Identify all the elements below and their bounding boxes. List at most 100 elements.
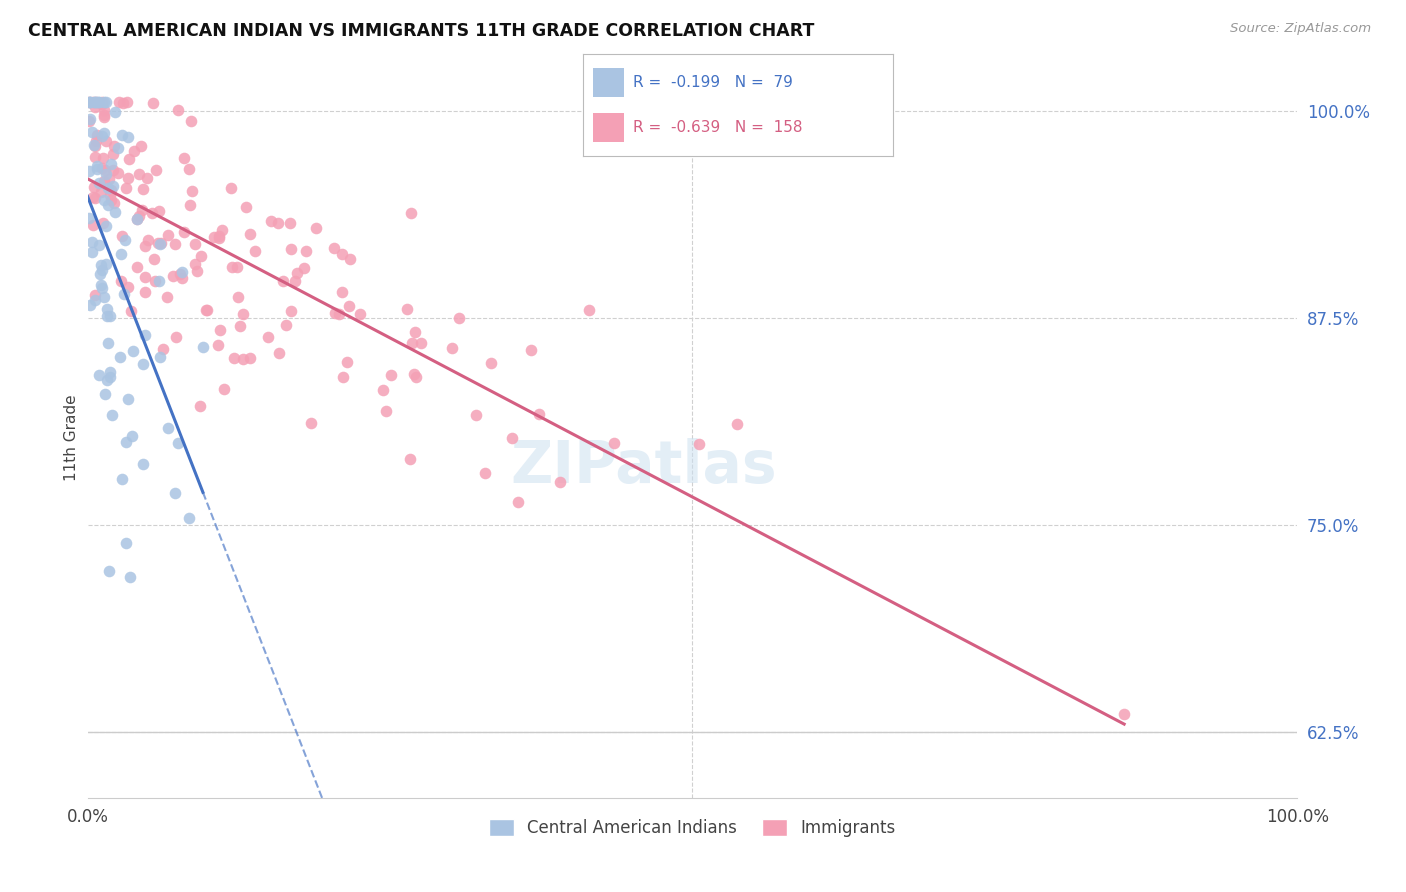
Point bbox=[101, 146, 124, 161]
Point bbox=[94, 134, 117, 148]
Point bbox=[111, 128, 134, 142]
Point bbox=[239, 227, 262, 242]
Point bbox=[90, 281, 112, 295]
Point bbox=[173, 225, 195, 239]
Point bbox=[603, 436, 626, 450]
Point bbox=[93, 290, 115, 304]
Point bbox=[94, 386, 117, 401]
Point bbox=[527, 407, 550, 421]
Point bbox=[79, 95, 101, 110]
Point bbox=[328, 307, 350, 321]
Point bbox=[402, 367, 425, 381]
Point bbox=[86, 159, 108, 173]
Point bbox=[115, 181, 138, 195]
Point bbox=[134, 328, 156, 343]
Text: R =  -0.199   N =  79: R = -0.199 N = 79 bbox=[633, 75, 793, 90]
Point bbox=[96, 373, 118, 387]
Point bbox=[125, 260, 148, 275]
Point bbox=[184, 257, 207, 271]
Point bbox=[688, 436, 710, 450]
Point bbox=[235, 200, 257, 214]
Point bbox=[336, 355, 359, 369]
Point bbox=[97, 565, 120, 579]
Point bbox=[82, 95, 104, 110]
Point bbox=[323, 241, 346, 255]
Point bbox=[146, 235, 169, 250]
Point bbox=[97, 171, 120, 186]
Point bbox=[131, 357, 153, 371]
Point bbox=[128, 209, 150, 223]
Point bbox=[169, 267, 191, 281]
Point bbox=[280, 243, 302, 257]
Point bbox=[86, 95, 108, 110]
Point bbox=[166, 103, 188, 118]
Point bbox=[84, 288, 107, 302]
Point bbox=[91, 262, 114, 277]
Point bbox=[79, 298, 101, 312]
Point bbox=[179, 198, 201, 212]
Point bbox=[295, 244, 318, 259]
Point bbox=[77, 95, 100, 110]
Point bbox=[278, 216, 301, 230]
Point bbox=[111, 228, 134, 243]
Point bbox=[148, 274, 170, 288]
Point bbox=[111, 473, 134, 487]
Point bbox=[83, 100, 105, 114]
Point bbox=[267, 217, 290, 231]
Point bbox=[404, 325, 426, 339]
Point bbox=[330, 246, 353, 260]
Point bbox=[90, 185, 112, 199]
Point bbox=[83, 95, 105, 110]
Point bbox=[221, 260, 243, 275]
Point bbox=[93, 110, 115, 124]
Point bbox=[131, 182, 153, 196]
Point bbox=[103, 179, 125, 194]
Point bbox=[349, 307, 371, 321]
Legend: Central American Indians, Immigrants: Central American Indians, Immigrants bbox=[482, 813, 903, 844]
Point bbox=[380, 368, 402, 383]
Point bbox=[83, 138, 105, 153]
Point bbox=[107, 141, 129, 155]
Point bbox=[97, 198, 120, 212]
Point bbox=[305, 221, 328, 235]
Point bbox=[124, 144, 146, 158]
Point bbox=[100, 187, 122, 202]
Point bbox=[221, 181, 243, 195]
Point bbox=[190, 249, 212, 263]
Text: CENTRAL AMERICAN INDIAN VS IMMIGRANTS 11TH GRADE CORRELATION CHART: CENTRAL AMERICAN INDIAN VS IMMIGRANTS 11… bbox=[28, 22, 814, 40]
Point bbox=[91, 161, 114, 175]
Point bbox=[93, 126, 115, 140]
Point bbox=[86, 161, 108, 176]
Point bbox=[103, 139, 125, 153]
Point bbox=[98, 370, 121, 384]
Point bbox=[127, 211, 149, 226]
Text: ZIPatlas: ZIPatlas bbox=[510, 438, 778, 495]
Point bbox=[177, 161, 200, 176]
Point bbox=[177, 511, 200, 525]
Point bbox=[84, 139, 107, 153]
Point bbox=[84, 191, 107, 205]
Point bbox=[211, 223, 233, 237]
Point bbox=[157, 421, 180, 435]
Point bbox=[145, 162, 167, 177]
Point bbox=[82, 218, 104, 232]
Point bbox=[115, 95, 138, 110]
Point bbox=[447, 310, 470, 325]
Point bbox=[90, 97, 112, 112]
Point bbox=[120, 304, 142, 318]
Point bbox=[440, 341, 463, 355]
Point bbox=[481, 356, 503, 370]
Point bbox=[90, 95, 112, 110]
Point bbox=[98, 309, 121, 323]
Point bbox=[170, 270, 193, 285]
Point bbox=[167, 435, 190, 450]
Point bbox=[339, 252, 361, 267]
Point bbox=[90, 128, 112, 143]
Point bbox=[117, 129, 139, 144]
Point bbox=[267, 346, 290, 360]
Point bbox=[90, 277, 112, 292]
Point bbox=[94, 167, 117, 181]
Point bbox=[83, 150, 105, 164]
Point bbox=[1114, 706, 1136, 721]
Point bbox=[156, 291, 179, 305]
